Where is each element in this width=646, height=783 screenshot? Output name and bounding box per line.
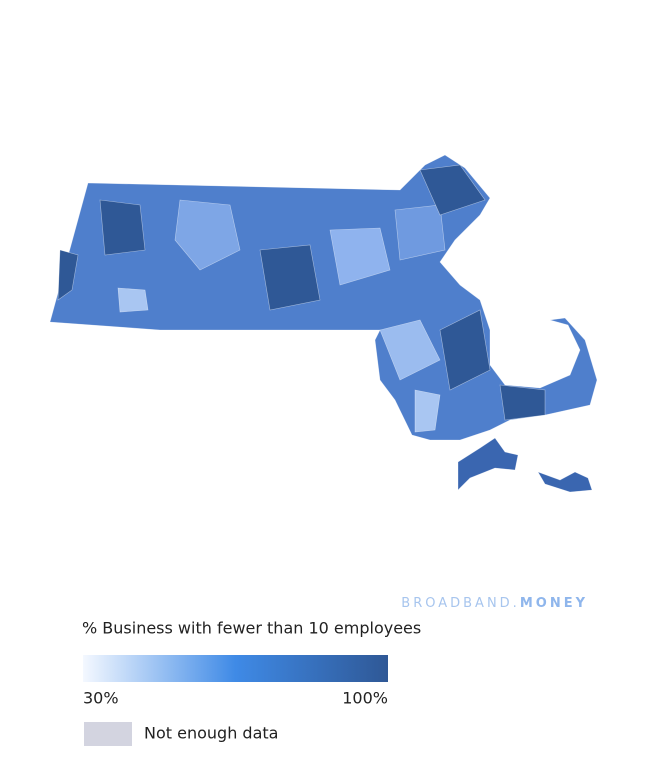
region [414, 389, 441, 433]
legend-title: % Business with fewer than 10 employees [82, 619, 421, 638]
state-map [49, 154, 598, 493]
region [117, 287, 149, 313]
legend-max: 100% [342, 689, 388, 708]
region [419, 164, 486, 216]
region [394, 204, 446, 261]
region [439, 309, 491, 391]
brand-suffix: MONEY [520, 596, 588, 611]
region [174, 199, 241, 271]
region [379, 319, 441, 381]
region [57, 249, 79, 301]
region [329, 227, 391, 286]
island [537, 471, 593, 493]
no-data-label: Not enough data [144, 724, 278, 743]
region [499, 384, 546, 421]
region [259, 244, 321, 311]
brand: BROADBAND.MONEY [401, 596, 588, 611]
no-data-swatch [84, 722, 132, 746]
brand-name: BROADBAND. [401, 596, 520, 611]
legend-min: 30% [83, 689, 119, 708]
legend-gradient [83, 655, 388, 682]
island [457, 437, 519, 491]
region [99, 199, 146, 256]
